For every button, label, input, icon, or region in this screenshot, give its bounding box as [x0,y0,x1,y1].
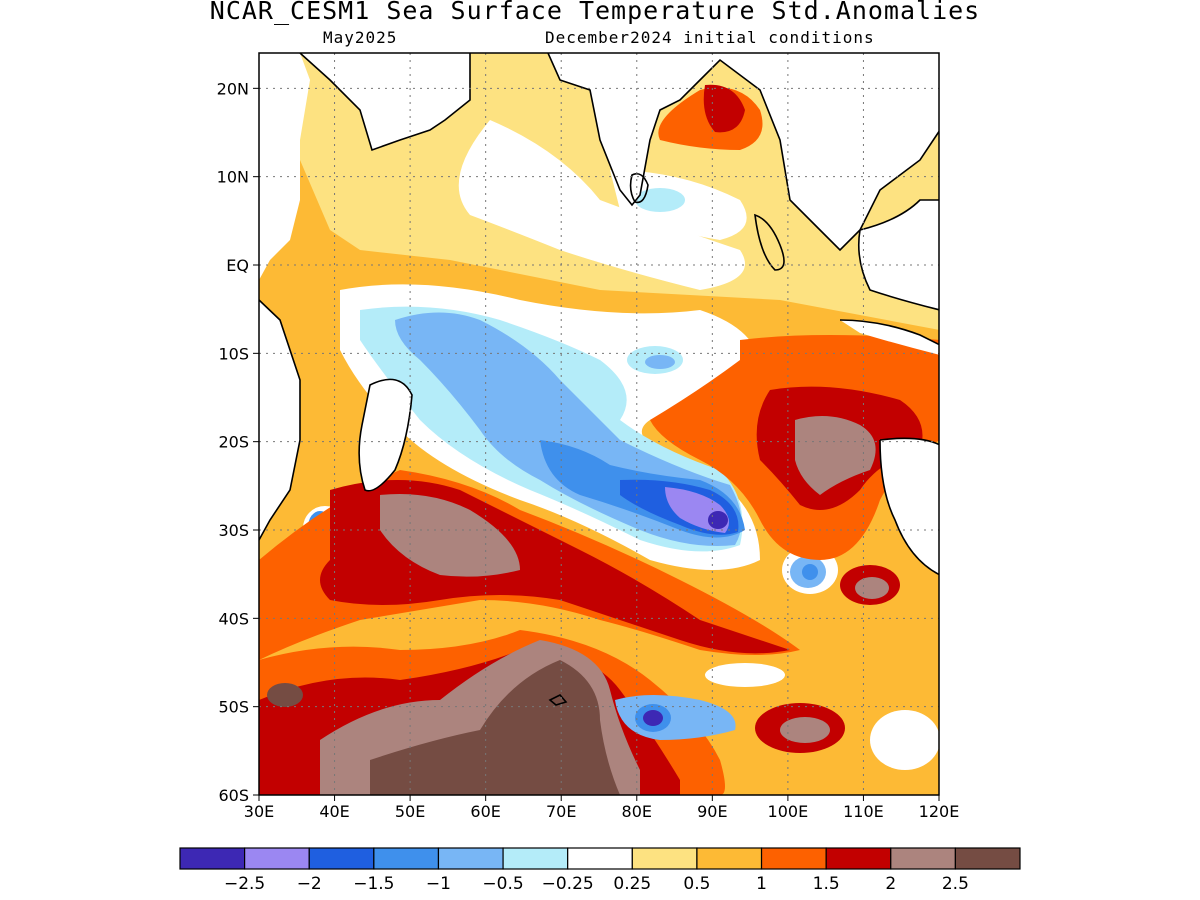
land-australia [880,438,939,575]
colorbar-swatch [631,847,698,870]
lat-label: 20N [217,79,249,98]
field-far-south-darkbrown [370,660,620,795]
lon-label: 90E [697,802,727,821]
field-south-brown [380,494,520,577]
lon-label: 60E [470,802,500,821]
field-east-brown [795,416,876,495]
land-africa-north [259,53,310,280]
lat-label: 10S [218,344,249,363]
lon-label: 30E [244,802,274,821]
field-north-white [458,120,745,290]
colorbar-tick-label: 1 [756,874,767,894]
latitude-labels: 20N 10N EQ 10S 20S 30S 40S 50S 60S [217,79,249,805]
coastlines [259,53,939,706]
colorbar-swatch [244,847,310,870]
colorbar-labels: −2.5 −2 −1.5 −1 −0.5 −0.25 0.25 0.5 1 1.5 2 2.5 [224,874,969,894]
field-se-brown [780,717,830,743]
init-conditions-label: December2024 initial conditions [545,28,875,47]
colorbar-swatch [502,847,569,870]
colorbar-swatch [760,847,827,870]
lat-label: 60S [218,786,249,805]
colorbar-tick-label: 0.5 [683,874,710,894]
colorbar-swatch [825,847,892,870]
land-java [840,320,939,355]
lat-label: 20S [218,433,249,452]
lon-label: 70E [546,802,576,821]
lon-label: 110E [843,802,884,821]
colorbar-tick-label: −1.5 [353,874,394,894]
colorbar-swatch [696,847,763,870]
lat-label: EQ [226,256,249,275]
map-grid [253,53,940,801]
field-spot-2c [802,564,818,580]
colorbar-tick-label: 2.5 [942,874,969,894]
land-arabia [300,53,470,150]
colorbar-swatch [308,847,375,870]
lon-label: 40E [319,802,349,821]
colorbar-tick-label: −0.5 [482,874,523,894]
colorbar-tick-label: −1 [426,874,451,894]
anomaly-field [259,53,939,795]
field-se-white [870,710,939,770]
colorbar-swatch [179,847,246,870]
colorbar-swatch [373,847,440,870]
field-sw-darkbrown [267,683,303,707]
lat-label: 30S [218,521,249,540]
land-africa-south [259,300,300,540]
land-india-se-asia [548,53,939,250]
field-e-brown [855,577,889,599]
lon-label: 80E [622,802,652,821]
colorbar-tick-label: 0.25 [613,874,651,894]
lat-label: 50S [218,698,249,717]
lon-label: 100E [768,802,809,821]
colorbar-swatch [890,847,956,870]
plot-frame [258,52,940,796]
lon-label: 50E [395,802,425,821]
colorbar-tick-label: 2 [885,874,896,894]
colorbar-tick-label: 1.5 [813,874,840,894]
chart-title: NCAR_CESM1 Sea Surface Temperature Std.A… [209,0,981,25]
colorbar-tick-label: −2 [297,874,322,894]
colorbar-swatch [954,847,1021,870]
field-cool-min [708,511,728,529]
colorbar-swatch [437,847,504,870]
field-s-white [705,663,785,687]
colorbar-tick-label: −2.5 [224,874,265,894]
lat-label: 40S [218,609,249,628]
land-madagascar [359,379,412,491]
lon-label: 120E [919,802,960,821]
longitude-labels: 30E 40E 50E 60E 70E 80E 90E 100E 110E 120E [244,802,960,821]
field-spot-3 [635,188,685,212]
colorbar-swatch [567,847,633,870]
colorbar-tick-label: −0.25 [542,874,594,894]
field-bay-red [703,84,745,133]
valid-month-label: May2025 [323,28,398,47]
field-south-cool-c [643,710,663,726]
field-spot-1b [645,355,675,369]
lat-label: 10N [217,168,249,187]
colorbar [179,847,1021,870]
land-borneo [858,200,939,310]
